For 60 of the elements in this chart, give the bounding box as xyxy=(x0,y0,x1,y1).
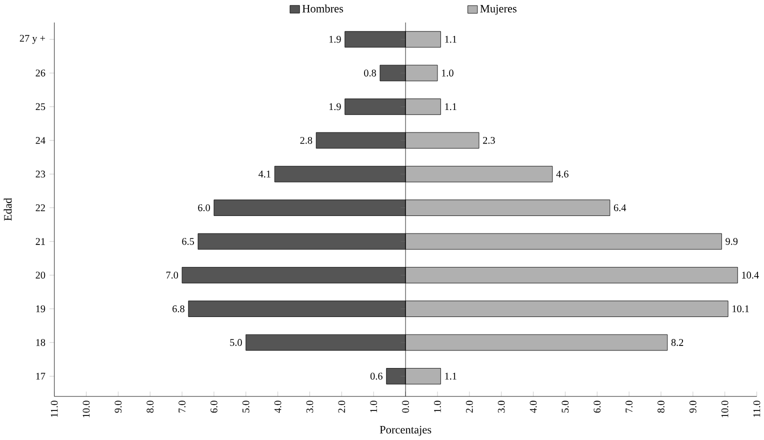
data-label: 2.3 xyxy=(483,137,495,144)
x-tick-label: 2.0 xyxy=(466,401,473,413)
data-label: 1.1 xyxy=(445,36,456,43)
x-tick-label: 4.0 xyxy=(274,401,282,414)
data-label: 1.1 xyxy=(445,104,456,110)
y-tick-label: 25 xyxy=(36,104,46,110)
y-tick-label: 23 xyxy=(36,170,46,178)
x-tick-label: 1.0 xyxy=(370,401,378,412)
x-tick-label: 6.0 xyxy=(594,401,601,413)
data-label: 1.9 xyxy=(329,104,341,110)
data-label: 7.0 xyxy=(166,272,178,279)
data-label: 9.9 xyxy=(726,238,738,246)
x-tick-label: 7.0 xyxy=(178,401,186,413)
x-tick-label: 8.0 xyxy=(146,401,154,413)
x-tick-label: 11.0 xyxy=(753,401,760,418)
y-tick-label: 18 xyxy=(36,339,46,346)
x-tick-label: 3.0 xyxy=(498,401,505,413)
data-label: 10.1 xyxy=(732,306,749,312)
data-label: 10.4 xyxy=(742,272,759,279)
data-label: 6.0 xyxy=(198,204,210,212)
data-label: 8.2 xyxy=(671,339,684,346)
legend-label: Hombres xyxy=(302,4,344,13)
x-tick-label: 1.0 xyxy=(434,401,441,412)
data-label: 1.1 xyxy=(445,372,456,380)
x-tick-label: 8.0 xyxy=(658,401,664,413)
y-tick-label: 26 xyxy=(36,70,46,77)
data-label: 6.4 xyxy=(614,204,626,212)
x-tick-label: 5.0 xyxy=(562,401,569,413)
data-label: 6.5 xyxy=(182,238,194,246)
y-tick-label: 17 xyxy=(36,373,46,380)
x-tick-label: 7.0 xyxy=(626,401,633,413)
x-tick-label: 11.0 xyxy=(50,401,58,418)
y-tick-label: 27 y + xyxy=(20,35,46,44)
data-label: 0.8 xyxy=(364,70,376,77)
x-tick-label: 6.0 xyxy=(210,401,218,413)
y-tick-label: 21 xyxy=(36,238,45,246)
x-tick-label: 0.0 xyxy=(402,401,409,413)
data-label: 5.0 xyxy=(230,339,242,346)
x-tick-label: 5.0 xyxy=(242,401,250,413)
y-tick-label: 22 xyxy=(36,204,45,212)
x-tick-label: 2.0 xyxy=(338,401,346,413)
data-label: 6.8 xyxy=(172,306,184,312)
data-label: 0.6 xyxy=(370,372,382,380)
data-label: 2.8 xyxy=(300,137,312,144)
x-axis-title: Porcentajes xyxy=(380,426,432,436)
data-label: 1.0 xyxy=(442,70,454,77)
x-tick-label: 3.0 xyxy=(306,401,314,413)
y-tick-label: 24 xyxy=(36,137,46,144)
y-tick-label: 20 xyxy=(36,272,46,279)
data-label: 4.1 xyxy=(258,170,270,178)
x-tick-label: 4.0 xyxy=(530,401,537,414)
y-tick-label: 19 xyxy=(36,306,46,312)
x-tick-label: 9.0 xyxy=(689,401,696,413)
data-label: 4.6 xyxy=(556,170,568,178)
x-tick-label: 10.0 xyxy=(82,401,90,418)
legend-label: Mujeres xyxy=(480,5,516,15)
x-tick-label: 9.0 xyxy=(114,401,122,413)
x-tick-label: 10.0 xyxy=(721,401,728,418)
y-axis-title: Edad xyxy=(4,198,12,221)
data-label: 1.9 xyxy=(329,36,341,44)
